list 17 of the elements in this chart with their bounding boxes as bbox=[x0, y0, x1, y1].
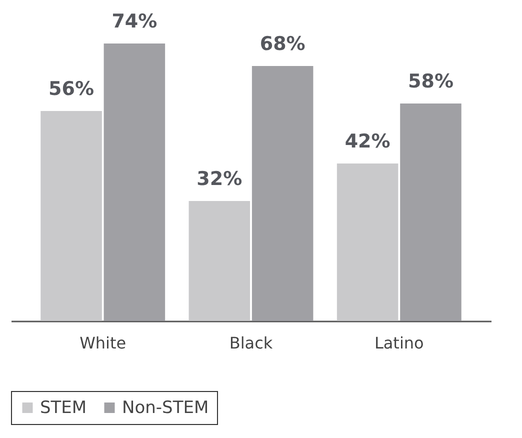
x-tick-label: Black bbox=[229, 334, 274, 352]
bar bbox=[188, 201, 250, 321]
data-label: 58% bbox=[408, 70, 454, 92]
data-label: 56% bbox=[48, 78, 94, 100]
data-label: 68% bbox=[260, 33, 306, 55]
bar bbox=[252, 66, 314, 321]
x-tick-label: White bbox=[80, 334, 126, 352]
bar bbox=[104, 44, 166, 321]
bar bbox=[40, 111, 102, 321]
data-label: 74% bbox=[112, 10, 158, 32]
data-label: 42% bbox=[344, 130, 390, 152]
x-tick-label: Latino bbox=[374, 334, 424, 352]
bar bbox=[336, 164, 398, 321]
bar bbox=[400, 104, 462, 321]
legend-label: Non-STEM bbox=[122, 398, 209, 418]
legend-label: STEM bbox=[40, 398, 87, 418]
data-label: 32% bbox=[196, 168, 242, 190]
